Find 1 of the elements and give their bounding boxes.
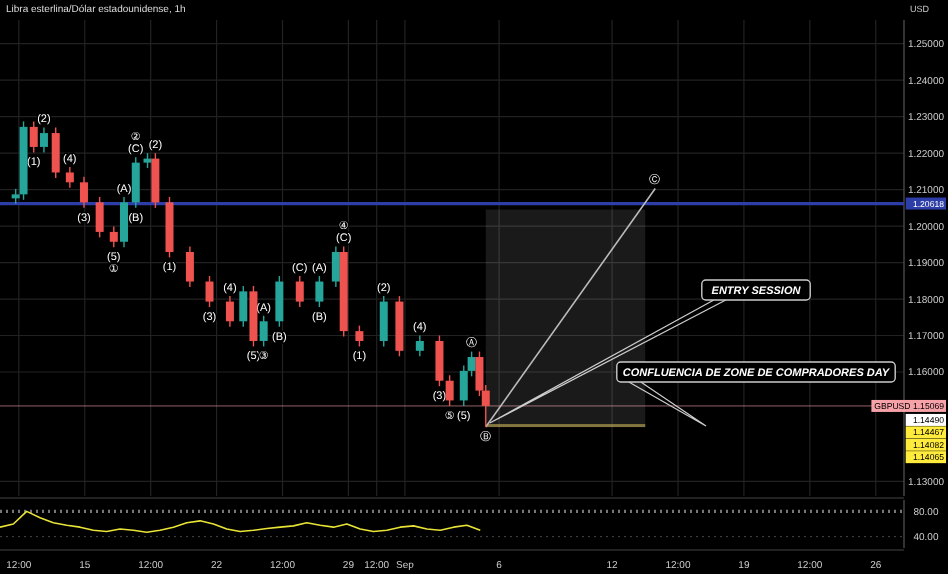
line-series (0, 510, 482, 534)
